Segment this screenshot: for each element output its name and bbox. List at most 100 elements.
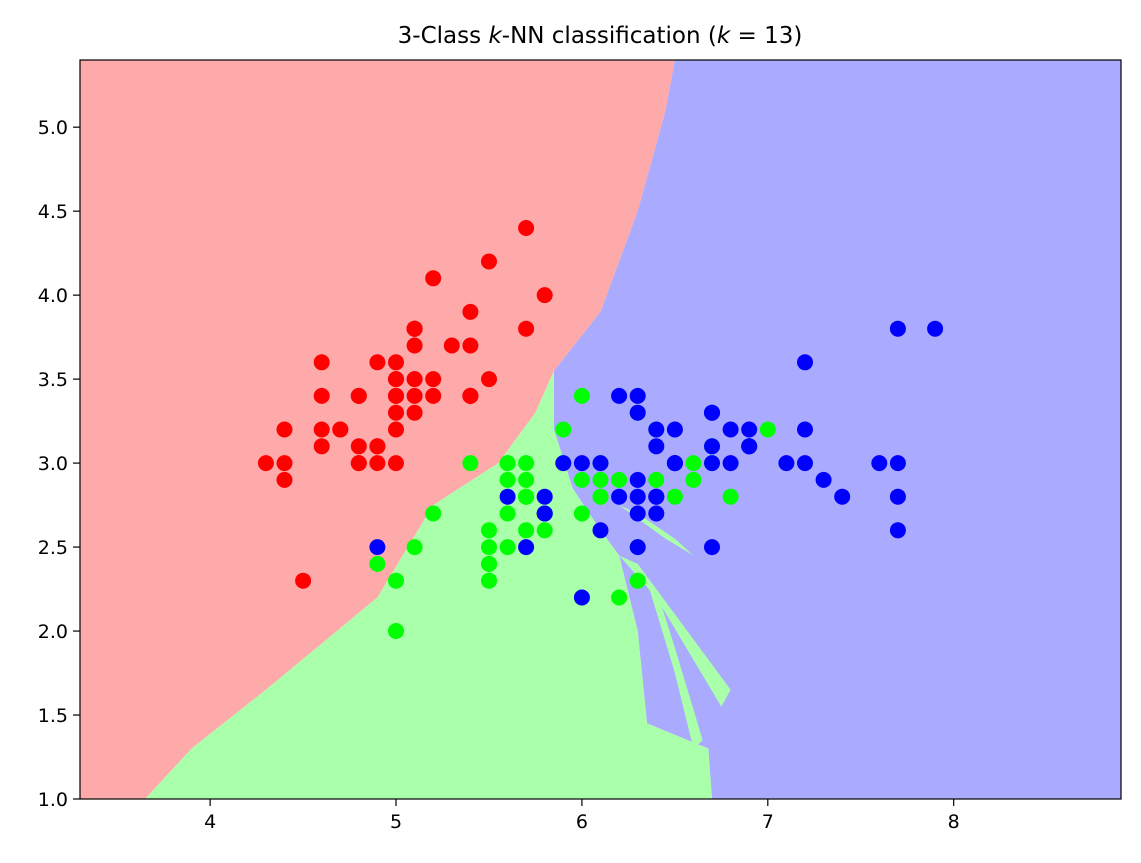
point-green — [462, 455, 479, 472]
point-blue — [797, 354, 813, 371]
point-blue — [573, 455, 590, 472]
point-blue — [648, 438, 665, 455]
point-blue — [834, 488, 851, 505]
point-blue — [704, 539, 720, 556]
y-tick-label: 4.0 — [38, 285, 68, 307]
y-tick-label: 3.0 — [38, 453, 68, 475]
point-green — [759, 421, 776, 438]
point-blue — [797, 455, 813, 472]
plot-frame — [79, 59, 1122, 800]
point-blue — [629, 488, 646, 505]
point-green — [573, 471, 590, 488]
point-red — [313, 354, 330, 371]
y-tick-label: 2.0 — [38, 621, 68, 643]
point-red — [462, 337, 479, 354]
chart-title: 3-Class k-NN classification (k = 13) — [398, 23, 803, 49]
point-green — [611, 471, 628, 488]
point-green — [685, 471, 702, 488]
point-blue — [704, 438, 720, 455]
point-red — [462, 387, 479, 404]
point-red — [443, 337, 460, 354]
point-blue — [648, 488, 665, 505]
point-green — [499, 505, 516, 522]
point-green — [685, 455, 702, 472]
point-red — [388, 421, 404, 438]
point-green — [555, 421, 572, 438]
point-red — [425, 371, 442, 388]
point-blue — [592, 455, 609, 472]
point-green — [722, 488, 739, 505]
point-green — [388, 572, 404, 589]
point-blue — [666, 421, 683, 438]
point-blue — [871, 455, 888, 472]
point-red — [350, 455, 367, 472]
point-green — [388, 623, 404, 639]
region-red — [80, 60, 675, 799]
point-red — [313, 421, 330, 438]
point-red — [369, 455, 386, 472]
point-green — [573, 505, 590, 522]
point-green — [518, 522, 535, 539]
point-green — [611, 589, 628, 606]
point-red — [369, 354, 386, 371]
point-blue — [648, 505, 665, 522]
x-tick-label: 5 — [390, 811, 402, 833]
point-red — [425, 387, 442, 404]
point-red — [313, 438, 330, 455]
point-blue — [815, 471, 832, 488]
point-blue — [629, 387, 646, 404]
point-red — [388, 455, 404, 472]
region-green-island — [647, 580, 703, 749]
point-red — [406, 337, 423, 354]
point-blue — [592, 522, 609, 539]
point-green — [648, 471, 665, 488]
point-blue — [499, 488, 516, 505]
point-blue — [629, 404, 646, 421]
point-red — [388, 354, 404, 371]
point-green — [629, 572, 646, 589]
point-green — [666, 488, 683, 505]
point-blue — [889, 455, 906, 472]
y-tick-label: 1.5 — [38, 705, 68, 727]
title-prefix: 3-Class — [398, 23, 489, 49]
point-green — [592, 488, 609, 505]
point-red — [350, 438, 367, 455]
point-green — [499, 471, 516, 488]
point-blue — [629, 471, 646, 488]
point-green — [499, 455, 516, 472]
region-blue — [554, 60, 1121, 799]
point-red — [518, 320, 535, 337]
point-blue — [555, 455, 572, 472]
y-tick-label: 5.0 — [38, 117, 68, 139]
point-red — [518, 220, 535, 236]
point-green — [573, 387, 590, 404]
decision-regions — [80, 60, 1121, 799]
point-green — [592, 471, 609, 488]
point-red — [369, 438, 386, 455]
point-red — [276, 455, 293, 472]
point-red — [276, 421, 293, 438]
point-blue — [889, 522, 906, 539]
point-green — [406, 539, 423, 556]
point-blue — [722, 455, 739, 472]
point-green — [481, 539, 497, 556]
y-tick-label: 3.5 — [38, 369, 68, 391]
point-green — [518, 455, 535, 472]
x-tick-label: 7 — [762, 811, 774, 833]
point-blue — [722, 421, 739, 438]
point-blue — [741, 421, 758, 438]
point-blue — [611, 488, 628, 505]
point-red — [481, 253, 497, 270]
point-red — [388, 404, 404, 421]
point-blue — [518, 539, 535, 556]
point-blue — [889, 320, 906, 337]
point-blue — [369, 539, 386, 556]
title-mid: -NN classification ( — [502, 23, 717, 49]
point-blue — [611, 387, 628, 404]
point-blue — [778, 455, 795, 472]
point-blue — [797, 421, 813, 438]
point-blue — [666, 455, 683, 472]
point-red — [406, 387, 423, 404]
y-tick-label: 1.0 — [38, 789, 68, 811]
title-k-italic-2: k — [717, 23, 732, 49]
